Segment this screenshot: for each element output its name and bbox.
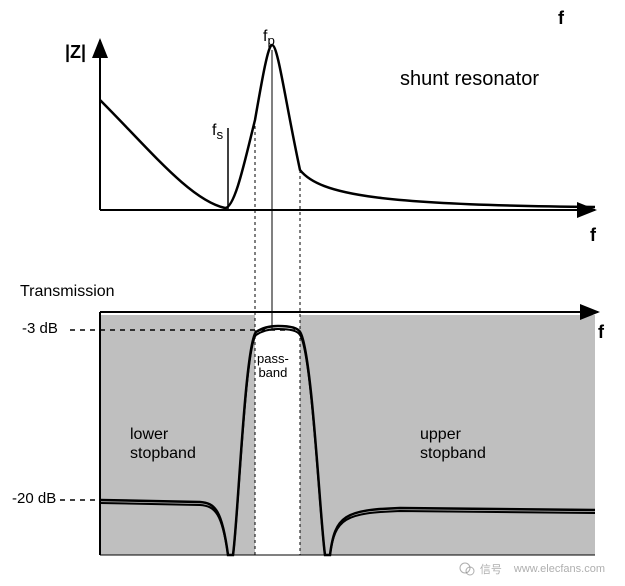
shunt-resonator-title: shunt resonator xyxy=(400,68,539,91)
upper-stopband-label: upperstopband xyxy=(420,425,510,463)
top-x-axis-f-label: f xyxy=(590,225,596,246)
lower-stopband-label: lowerstopband xyxy=(130,425,210,463)
passband-label: pass- band xyxy=(257,352,289,381)
watermark: 信号 www.elecfans.com xyxy=(458,560,605,578)
level-20db-label: -20 dB xyxy=(12,490,56,507)
level-3db-label: -3 dB xyxy=(22,320,58,337)
y-axis-z-label: |Z| xyxy=(65,42,86,63)
bottom-x-axis-f-label: f xyxy=(598,322,604,343)
top-right-f-label: f xyxy=(558,8,564,29)
diagram-container: f |Z| shunt resonator fp fs f Transmissi… xyxy=(0,0,625,586)
fs-label: fs xyxy=(212,122,223,142)
transmission-label: Transmission xyxy=(20,283,115,301)
fp-label: fp xyxy=(263,28,275,48)
wechat-icon xyxy=(458,560,476,578)
